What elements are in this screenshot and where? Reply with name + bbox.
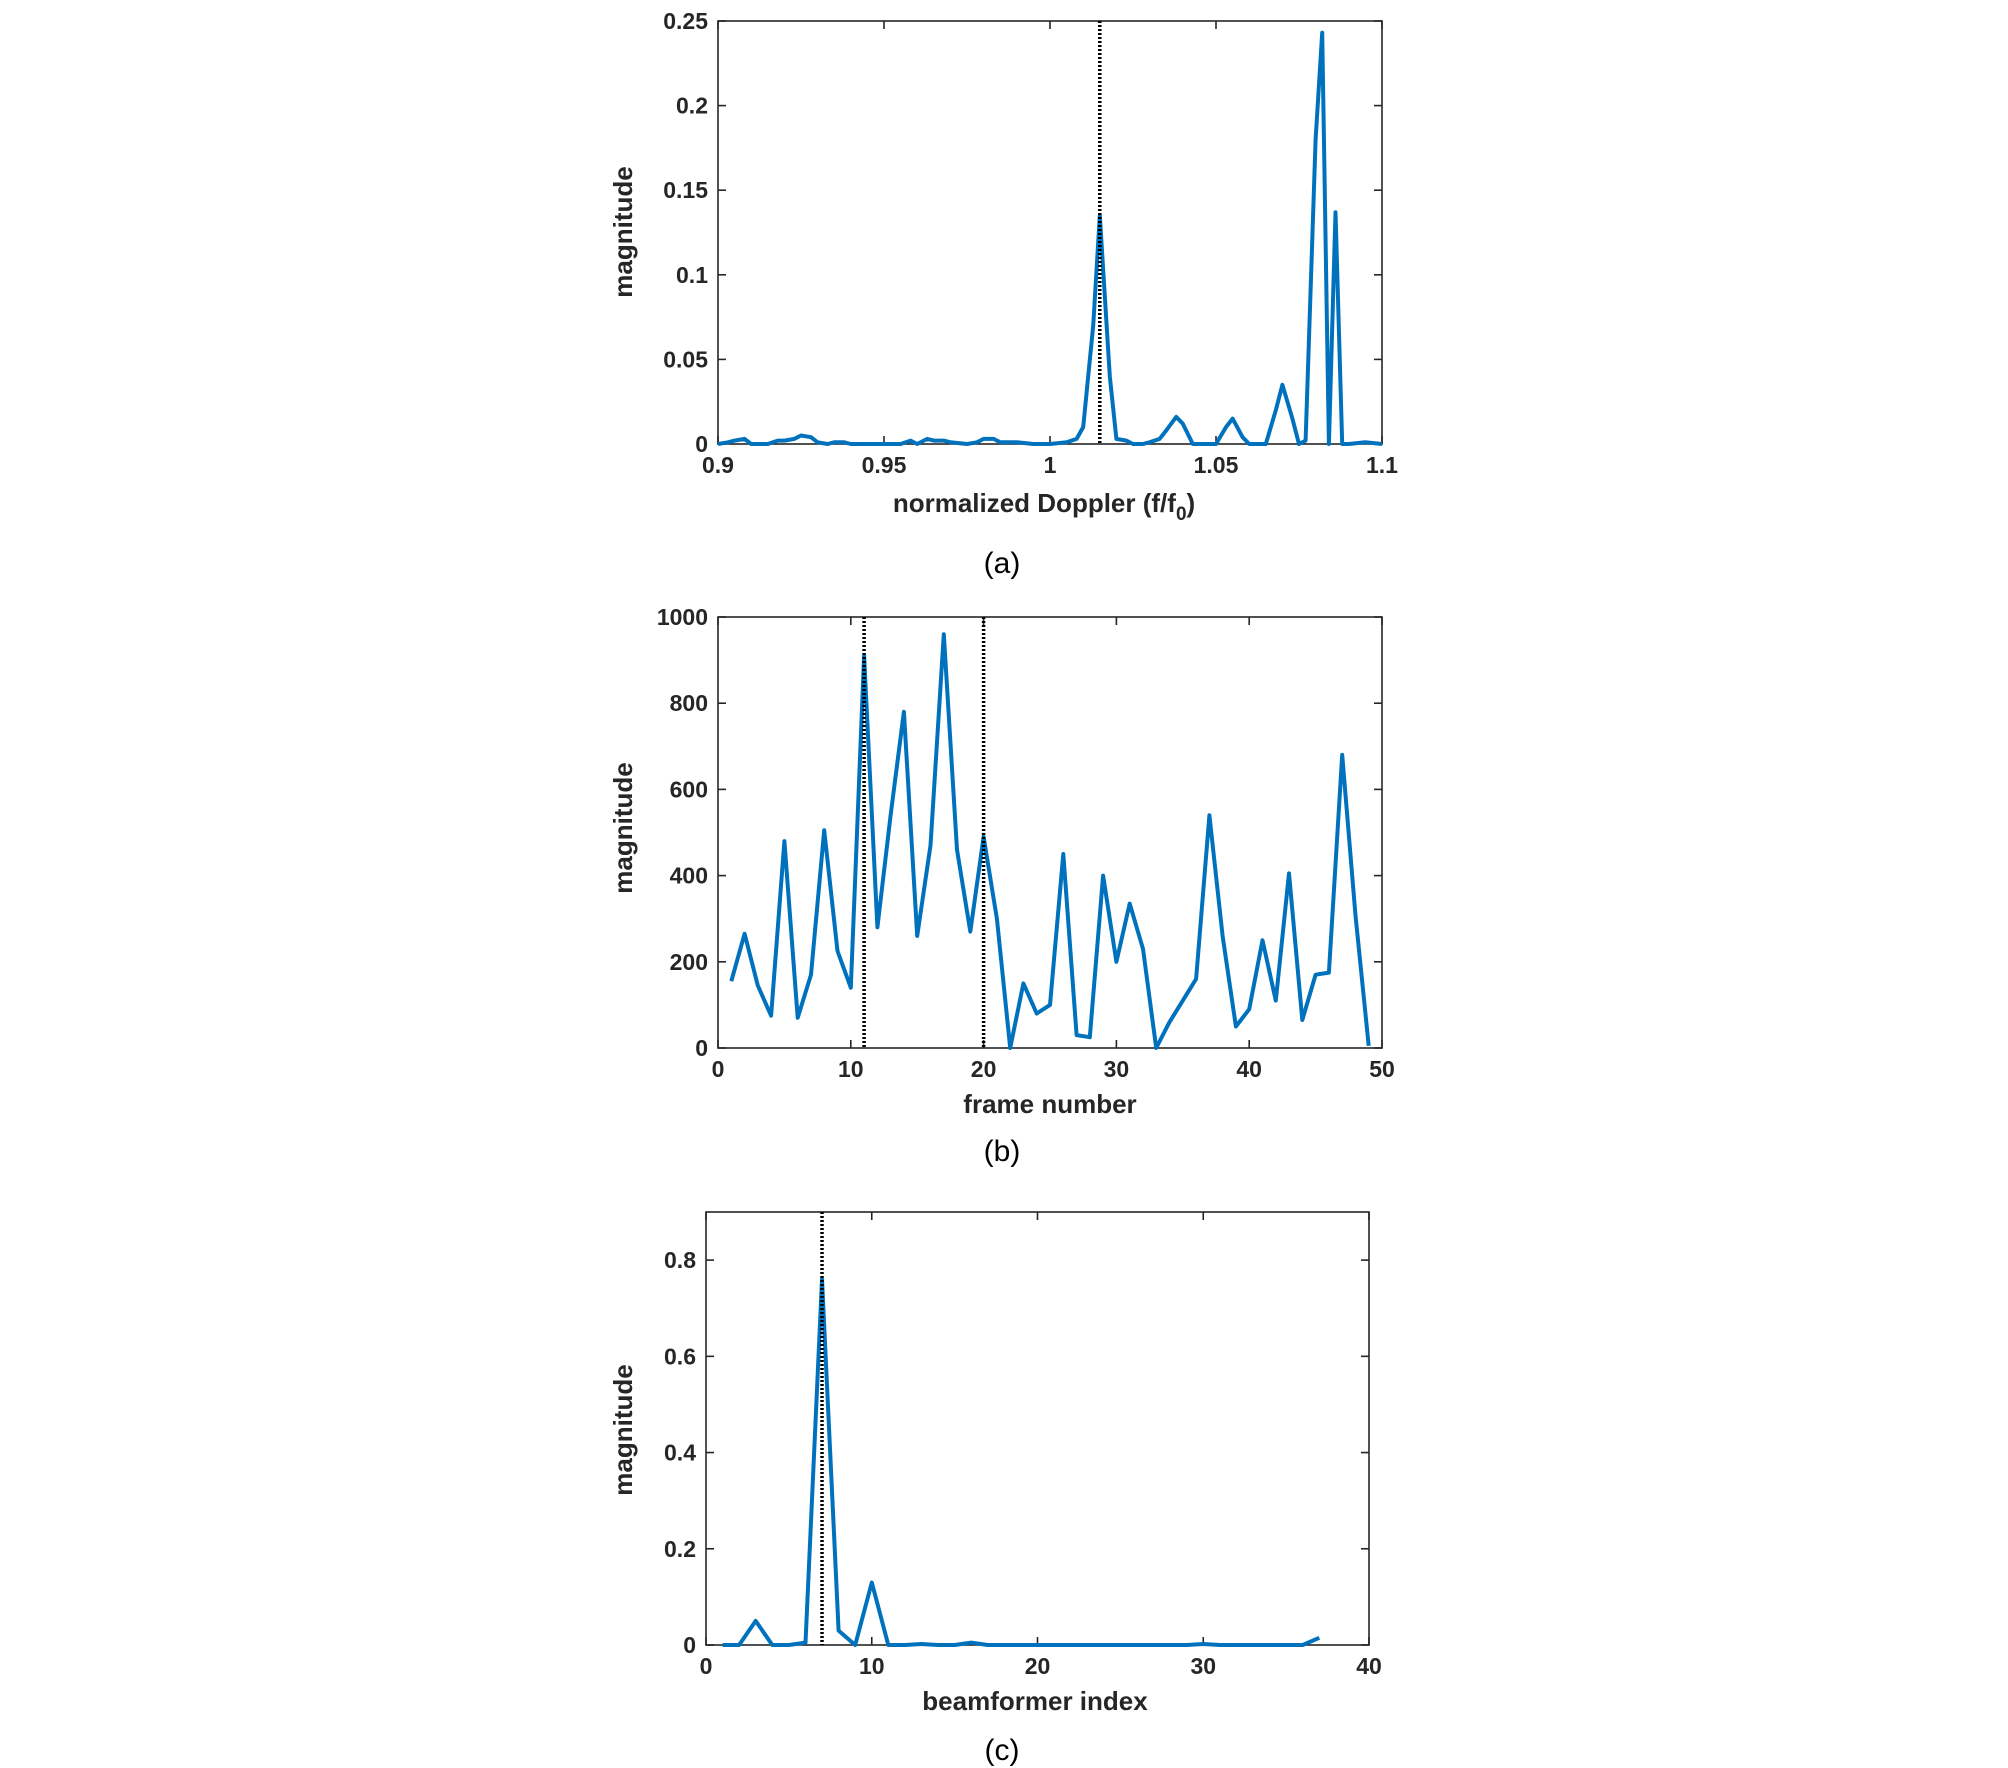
x-tick-label: 30 [1190,1653,1216,1679]
y-tick-label: 0.6 [664,1343,696,1369]
chart-panel-a: 0.9 0.95 1 1.05 1.1 0 0.05 0.1 0.15 0.2 0.25 norma… [608,8,1398,580]
y-tick-label: 0.4 [664,1440,696,1466]
x-tick-label: 30 [1104,1056,1130,1082]
y-tick-label: 200 [670,949,708,975]
y-tick-label: 0.25 [663,8,708,34]
axes: 0.9 0.95 1 1.05 1.1 0 0.05 0.1 0.15 0.2 0.25 [663,8,1398,478]
y-tick-label: 0 [683,1632,696,1658]
axes-box [717,20,1383,445]
x-tick-label: 20 [971,1056,997,1082]
x-tick-label: 0 [700,1653,713,1679]
x-tick-label: 40 [1356,1653,1382,1679]
y-tick-label: 600 [670,776,708,802]
y-tick-label: 0.15 [663,177,708,203]
x-axis-label: beamformer index [922,1686,1148,1716]
y-tick-label: 400 [670,863,708,889]
x-tick-label: 20 [1025,1653,1051,1679]
x-tick-label: 10 [838,1056,864,1082]
y-axis-label: magnitude [608,762,638,893]
x-tick-label: 0.9 [702,452,734,478]
x-tick-label: 50 [1369,1056,1395,1082]
y-tick-label: 0.05 [663,346,708,372]
x-axis-label: normalized Doppler (f/f0) [893,488,1195,525]
series-line [717,30,1383,446]
y-axis-label: magnitude [608,1364,638,1495]
y-tick-label: 1000 [657,604,708,630]
y-axis-label: magnitude [608,166,638,297]
y-tick-label: 0.2 [676,93,708,119]
y-tick-label: 0 [695,431,708,457]
axes: 0 10 20 30 40 50 0 200 400 600 800 1000 [657,604,1395,1082]
x-axis-label-subscript: 0 [1176,504,1187,525]
plot-area [729,617,1371,1050]
caption-c: (c) [985,1734,1020,1767]
y-tick-label: 800 [670,690,708,716]
axes-box [705,1211,1370,1646]
x-tick-label: 0 [712,1056,725,1082]
axes-box [717,616,1383,1049]
x-tick-label: 10 [859,1653,885,1679]
y-tick-label: 0.8 [664,1247,696,1273]
chart-panel-b: 0 10 20 30 40 50 0 200 400 600 800 1000 frame numbe… [608,604,1395,1168]
y-tick-label: 0.1 [676,262,708,288]
y-tick-label: 0 [695,1035,708,1061]
x-tick-label: 1 [1044,452,1057,478]
x-tick-label: 1.1 [1366,452,1398,478]
x-axis-label-end: ) [1187,488,1196,518]
x-axis-label: frame number [963,1089,1136,1119]
series-line [722,1277,1321,1647]
x-tick-label: 1.05 [1194,452,1239,478]
caption-a: (a) [984,547,1021,580]
axes: 0 10 20 30 40 0 0.2 0.4 0.6 0.8 [664,1211,1382,1679]
plot-area [722,1212,1321,1647]
y-tick-label: 0.2 [664,1536,696,1562]
x-tick-label: 0.95 [862,452,907,478]
series-line [729,632,1371,1050]
plot-area [717,21,1383,446]
x-tick-label: 40 [1236,1056,1262,1082]
caption-b: (b) [984,1135,1021,1168]
